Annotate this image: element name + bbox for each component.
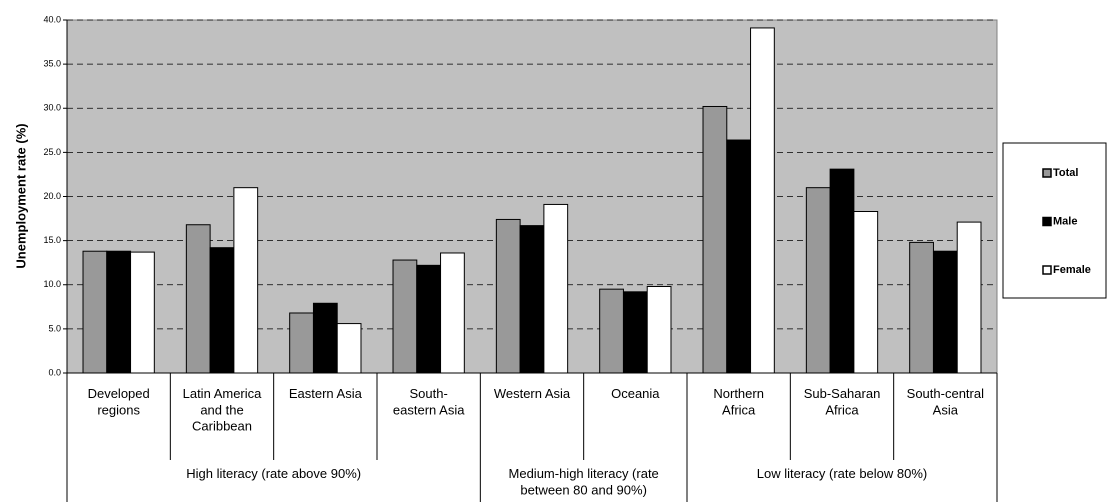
legend-label: Total (1053, 167, 1078, 179)
x-tick-label: South-central Asia (907, 386, 984, 417)
y-tick-label: 30.0 (43, 103, 61, 113)
y-axis-title: Unemployment rate (%) (13, 123, 28, 268)
bar (106, 250, 132, 374)
bar (209, 247, 235, 374)
bar (289, 312, 314, 374)
y-tick-label: 20.0 (43, 191, 61, 201)
x-tick-label: Northern Africa (713, 386, 764, 417)
y-tick-label: 5.0 (48, 323, 61, 333)
bar (829, 168, 855, 374)
bar (646, 286, 672, 374)
bar (853, 211, 879, 374)
bar (392, 259, 418, 374)
bar (82, 250, 108, 374)
y-tick-label: 40.0 (43, 14, 61, 24)
legend-swatch (1042, 216, 1052, 227)
bar (185, 224, 211, 374)
bar (130, 251, 155, 374)
bar (805, 187, 831, 374)
x-tick-label: Oceania (611, 386, 660, 401)
bar (495, 218, 521, 374)
legend-swatch (1042, 265, 1052, 275)
y-tick-label: 15.0 (43, 235, 61, 245)
bar (750, 27, 775, 374)
y-tick-label: 35.0 (43, 59, 61, 69)
bar (622, 291, 648, 374)
bar (312, 302, 338, 374)
y-tick-label: 10.0 (43, 279, 61, 289)
bar (702, 105, 728, 374)
group-label: Medium-high literacy (rate between 80 and… (509, 466, 659, 497)
legend-label: Male (1053, 215, 1077, 227)
legend-label: Female (1053, 264, 1091, 276)
x-tick-label: Sub-Saharan Africa (804, 386, 881, 417)
y-tick-label: 0.0 (48, 367, 61, 377)
legend-swatch (1042, 168, 1052, 178)
x-tick-label: Western Asia (494, 386, 571, 401)
bar (909, 241, 934, 374)
bar (932, 250, 958, 374)
bar (519, 225, 545, 374)
bar (599, 288, 624, 374)
bar (440, 252, 465, 374)
bar (956, 221, 982, 374)
bar (336, 323, 362, 374)
bar (543, 203, 569, 374)
bar (233, 187, 259, 374)
bar (416, 264, 442, 374)
group-label: High literacy (rate above 90%) (186, 466, 361, 481)
bar (726, 139, 752, 374)
legend-box (1002, 142, 1107, 299)
x-tick-label: Eastern Asia (289, 386, 363, 401)
x-tick-label: Developed regions (88, 386, 150, 417)
x-tick-label: South-eastern Asia (393, 386, 465, 417)
y-tick-label: 25.0 (43, 147, 61, 157)
x-tick-label: Latin America and the Caribbean (183, 386, 263, 434)
group-label: Low literacy (rate below 80%) (757, 466, 928, 481)
